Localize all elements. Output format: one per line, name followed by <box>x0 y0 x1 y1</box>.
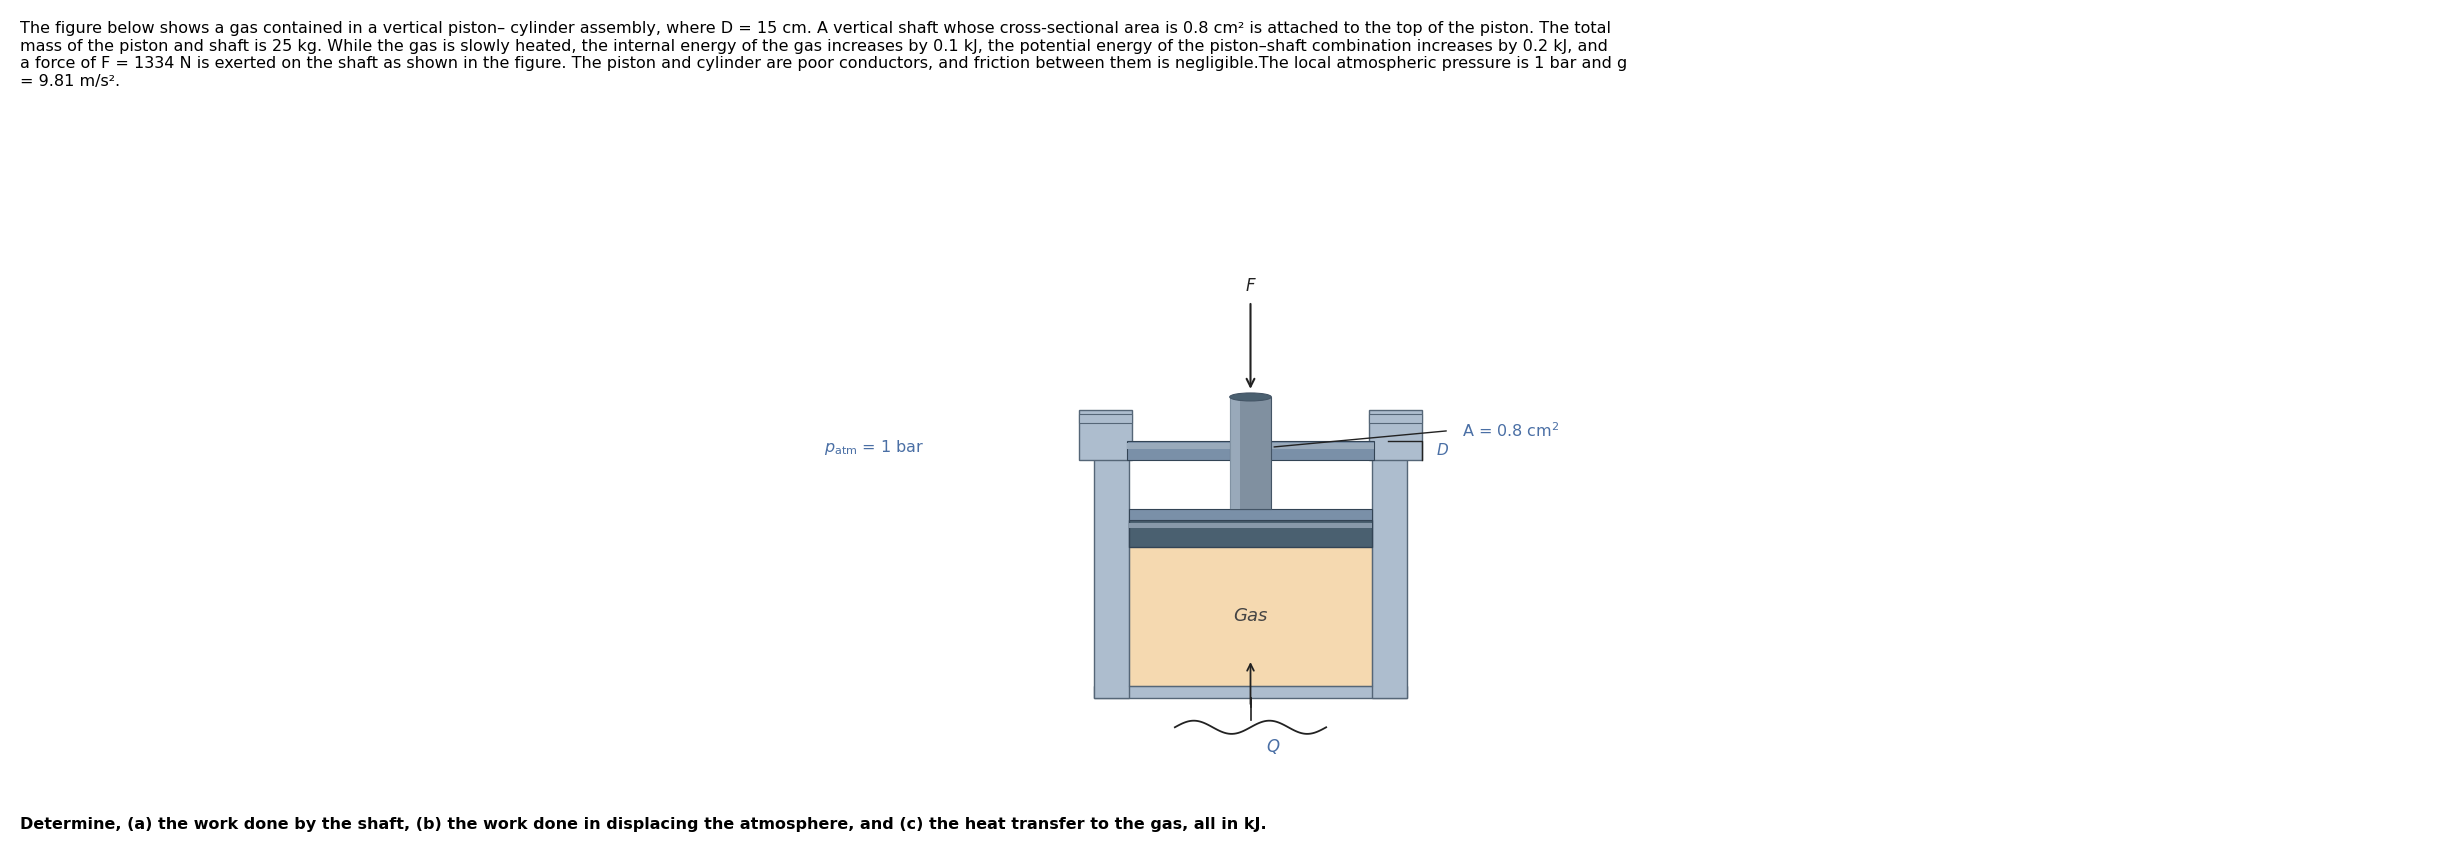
Text: A = 0.8 cm$^2$: A = 0.8 cm$^2$ <box>1462 421 1559 440</box>
Bar <box>1130 509 1371 521</box>
Bar <box>1130 547 1371 686</box>
Bar <box>1096 446 1130 698</box>
Bar <box>1130 523 1371 529</box>
Text: Determine, (a) the work done by the shaft, (b) the work done in displacing the a: Determine, (a) the work done by the shaf… <box>20 818 1266 832</box>
Text: The figure below shows a gas contained in a vertical piston– cylinder assembly, : The figure below shows a gas contained i… <box>20 21 1627 88</box>
Bar <box>1230 397 1240 509</box>
Bar <box>1230 397 1271 509</box>
Ellipse shape <box>1230 393 1271 401</box>
Bar <box>1096 686 1405 698</box>
Bar <box>1078 414 1132 423</box>
Text: $Q$: $Q$ <box>1266 737 1281 756</box>
Bar <box>1127 441 1374 460</box>
Text: Gas: Gas <box>1232 607 1269 625</box>
Text: F: F <box>1247 276 1254 294</box>
Bar <box>1369 414 1423 423</box>
Bar <box>1078 410 1132 460</box>
Text: D: D <box>1437 443 1449 458</box>
Bar <box>1130 521 1371 547</box>
Bar <box>1127 443 1374 449</box>
Bar <box>1371 446 1405 698</box>
Bar <box>1369 410 1423 460</box>
Text: $p_\mathrm{atm}$ = 1 bar: $p_\mathrm{atm}$ = 1 bar <box>825 438 925 456</box>
